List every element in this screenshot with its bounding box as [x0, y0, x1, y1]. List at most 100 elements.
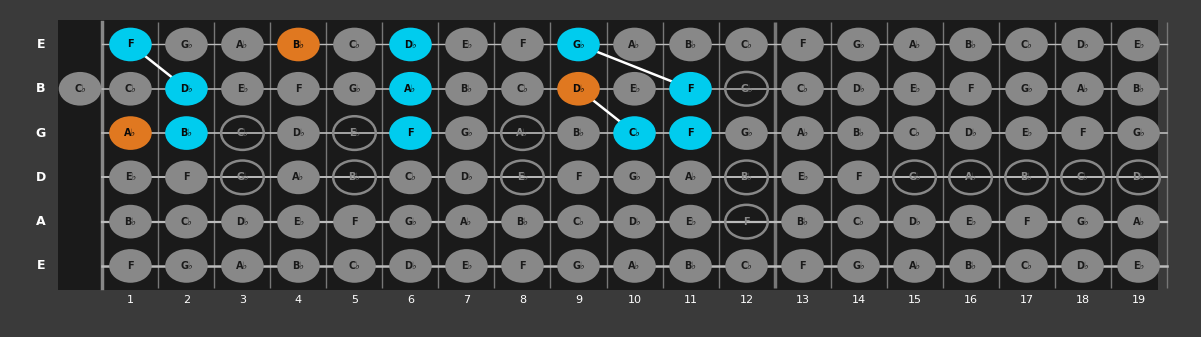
Text: D♭: D♭ — [460, 172, 473, 182]
Text: B♭: B♭ — [741, 172, 753, 182]
Circle shape — [333, 28, 376, 61]
Circle shape — [725, 249, 767, 283]
Text: D♭: D♭ — [180, 84, 192, 94]
Circle shape — [446, 160, 488, 194]
Circle shape — [446, 28, 488, 61]
Text: B♭: B♭ — [180, 128, 192, 138]
Text: B♭: B♭ — [853, 128, 865, 138]
Circle shape — [669, 116, 712, 150]
Circle shape — [277, 205, 319, 239]
Text: A♭: A♭ — [516, 128, 528, 138]
Text: 6: 6 — [407, 296, 414, 305]
Text: A♭: A♭ — [908, 39, 921, 50]
Circle shape — [109, 28, 151, 61]
Circle shape — [333, 205, 376, 239]
Text: E♭: E♭ — [125, 172, 136, 182]
Circle shape — [59, 72, 101, 105]
Text: D♭: D♭ — [1133, 172, 1145, 182]
Circle shape — [501, 205, 544, 239]
Text: G♭: G♭ — [853, 261, 865, 271]
Circle shape — [446, 249, 488, 283]
Text: F: F — [799, 261, 806, 271]
Circle shape — [1062, 205, 1104, 239]
Text: G♭: G♭ — [572, 39, 585, 50]
Text: F: F — [799, 39, 806, 50]
Circle shape — [557, 28, 599, 61]
Circle shape — [389, 249, 432, 283]
Text: C♭: C♭ — [180, 217, 192, 227]
Text: E♭: E♭ — [685, 217, 697, 227]
Text: D♭: D♭ — [908, 217, 921, 227]
Text: E♭: E♭ — [516, 172, 528, 182]
Text: 12: 12 — [740, 296, 753, 305]
Circle shape — [1062, 72, 1104, 105]
Text: D♭: D♭ — [628, 217, 641, 227]
Circle shape — [1005, 28, 1047, 61]
Text: B♭: B♭ — [516, 217, 528, 227]
Text: A♭: A♭ — [908, 261, 921, 271]
Text: E♭: E♭ — [461, 261, 472, 271]
Circle shape — [725, 116, 767, 150]
Circle shape — [837, 116, 880, 150]
Text: F: F — [687, 128, 694, 138]
Text: G♭: G♭ — [853, 39, 865, 50]
Text: B♭: B♭ — [796, 217, 808, 227]
Circle shape — [1005, 249, 1047, 283]
Text: B♭: B♭ — [293, 39, 305, 50]
Text: F: F — [855, 172, 862, 182]
Text: C♭: C♭ — [573, 217, 585, 227]
Circle shape — [109, 116, 151, 150]
Text: D♭: D♭ — [405, 261, 417, 271]
Circle shape — [277, 116, 319, 150]
Circle shape — [277, 28, 319, 61]
Text: A♭: A♭ — [685, 172, 697, 182]
Text: B♭: B♭ — [573, 128, 585, 138]
Text: C♭: C♭ — [741, 39, 753, 50]
Text: C♭: C♭ — [125, 84, 137, 94]
Text: E♭: E♭ — [797, 172, 808, 182]
Circle shape — [949, 72, 992, 105]
Text: C♭: C♭ — [853, 217, 865, 227]
Text: G♭: G♭ — [180, 39, 192, 50]
Circle shape — [446, 116, 488, 150]
Circle shape — [333, 72, 376, 105]
Circle shape — [109, 205, 151, 239]
Circle shape — [389, 116, 432, 150]
Circle shape — [894, 116, 936, 150]
Text: E♭: E♭ — [1133, 261, 1145, 271]
Text: F: F — [743, 217, 749, 227]
Circle shape — [894, 72, 936, 105]
Circle shape — [949, 249, 992, 283]
Circle shape — [1117, 72, 1160, 105]
Text: F: F — [351, 217, 358, 227]
Text: D♭: D♭ — [292, 128, 305, 138]
Text: 17: 17 — [1020, 296, 1034, 305]
Text: F: F — [295, 84, 301, 94]
Text: C♭: C♭ — [74, 84, 86, 94]
Text: 3: 3 — [239, 296, 246, 305]
Circle shape — [614, 160, 656, 194]
Circle shape — [389, 205, 432, 239]
Circle shape — [166, 249, 208, 283]
Circle shape — [669, 205, 712, 239]
Text: B♭: B♭ — [293, 261, 305, 271]
Text: C♭: C♭ — [516, 84, 528, 94]
Circle shape — [1117, 116, 1160, 150]
Text: 5: 5 — [351, 296, 358, 305]
Text: F: F — [1023, 217, 1030, 227]
Text: C♭: C♭ — [405, 172, 417, 182]
Text: F: F — [519, 39, 526, 50]
Text: A: A — [36, 215, 46, 228]
Circle shape — [109, 160, 151, 194]
Circle shape — [501, 249, 544, 283]
Text: A♭: A♭ — [1076, 84, 1088, 94]
Text: B♭: B♭ — [685, 261, 697, 271]
Text: C♭: C♭ — [796, 84, 808, 94]
Text: E♭: E♭ — [909, 84, 920, 94]
Text: D♭: D♭ — [237, 217, 249, 227]
Circle shape — [837, 249, 880, 283]
Text: 9: 9 — [575, 296, 582, 305]
Circle shape — [614, 72, 656, 105]
Text: 7: 7 — [462, 296, 470, 305]
Text: B♭: B♭ — [1133, 84, 1145, 94]
